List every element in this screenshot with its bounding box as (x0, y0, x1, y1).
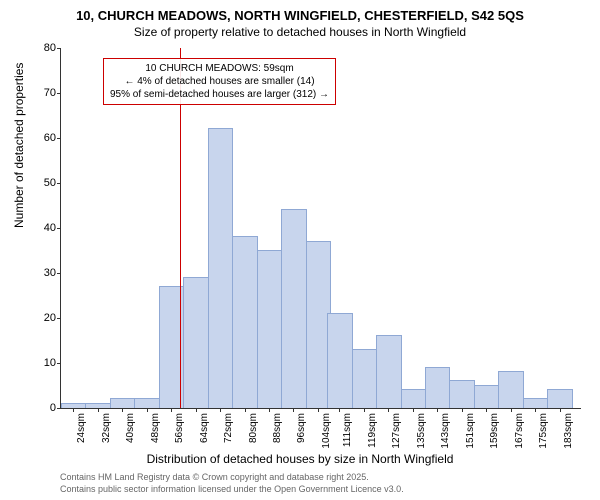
xtick-mark (511, 408, 512, 412)
xtick-mark (98, 408, 99, 412)
chart-subtitle: Size of property relative to detached ho… (0, 25, 600, 39)
xtick-label: 72sqm (223, 413, 234, 443)
chart-container: 10, CHURCH MEADOWS, NORTH WINGFIELD, CHE… (0, 0, 600, 500)
xtick-label: 175sqm (538, 413, 549, 449)
xtick-mark (171, 408, 172, 412)
plot-area: 0102030405060708024sqm32sqm40sqm48sqm56s… (60, 48, 581, 409)
histogram-bar (474, 385, 499, 409)
histogram-bar (281, 209, 306, 408)
histogram-bar (110, 398, 135, 408)
xtick-mark (413, 408, 414, 412)
histogram-bar (425, 367, 450, 409)
xtick-mark (364, 408, 365, 412)
xtick-mark (437, 408, 438, 412)
ytick-mark (57, 273, 61, 274)
y-axis-label: Number of detached properties (12, 63, 26, 228)
ytick-mark (57, 408, 61, 409)
xtick-label: 159sqm (489, 413, 500, 449)
footer-line-2: Contains public sector information licen… (60, 484, 404, 494)
xtick-label: 135sqm (416, 413, 427, 449)
ytick-label: 30 (26, 267, 56, 279)
ytick-mark (57, 138, 61, 139)
xtick-label: 119sqm (367, 413, 378, 448)
xtick-mark (462, 408, 463, 412)
ytick-label: 60 (26, 132, 56, 144)
ytick-mark (57, 363, 61, 364)
ytick-mark (57, 228, 61, 229)
ytick-label: 40 (26, 222, 56, 234)
xtick-label: 183sqm (563, 413, 574, 449)
xtick-label: 56sqm (174, 413, 185, 443)
ytick-mark (57, 93, 61, 94)
ytick-mark (57, 318, 61, 319)
xtick-label: 32sqm (101, 413, 112, 443)
xtick-label: 111sqm (342, 413, 353, 447)
footer-line-1: Contains HM Land Registry data © Crown c… (60, 472, 369, 482)
xtick-mark (122, 408, 123, 412)
xtick-mark (560, 408, 561, 412)
xtick-mark (245, 408, 246, 412)
xtick-mark (196, 408, 197, 412)
xtick-mark (388, 408, 389, 412)
xtick-mark (147, 408, 148, 412)
ytick-label: 0 (26, 402, 56, 414)
histogram-bar (376, 335, 401, 408)
xtick-label: 143sqm (440, 413, 451, 449)
xtick-label: 88sqm (272, 413, 283, 443)
xtick-label: 40sqm (125, 413, 136, 443)
x-axis-label: Distribution of detached houses by size … (0, 452, 600, 466)
chart-title: 10, CHURCH MEADOWS, NORTH WINGFIELD, CHE… (0, 8, 600, 23)
xtick-label: 48sqm (150, 413, 161, 443)
annotation-line-1: 10 CHURCH MEADOWS: 59sqm (110, 62, 329, 75)
xtick-label: 80sqm (248, 413, 259, 443)
histogram-bar (401, 389, 426, 408)
ytick-label: 10 (26, 357, 56, 369)
xtick-mark (535, 408, 536, 412)
xtick-label: 167sqm (514, 413, 525, 449)
histogram-bar (327, 313, 352, 409)
xtick-mark (220, 408, 221, 412)
xtick-label: 151sqm (465, 413, 476, 449)
histogram-bar (134, 398, 159, 408)
histogram-bar (352, 349, 377, 409)
histogram-bar (232, 236, 257, 408)
histogram-bar (449, 380, 474, 408)
ytick-label: 50 (26, 177, 56, 189)
ytick-mark (57, 48, 61, 49)
ytick-label: 20 (26, 312, 56, 324)
ytick-label: 80 (26, 42, 56, 54)
histogram-bar (208, 128, 233, 408)
annotation-line-2: ← 4% of detached houses are smaller (14) (110, 75, 329, 88)
histogram-bar (547, 389, 572, 408)
xtick-mark (73, 408, 74, 412)
xtick-mark (318, 408, 319, 412)
histogram-bar (498, 371, 523, 408)
histogram-bar (523, 398, 548, 408)
xtick-mark (486, 408, 487, 412)
ytick-mark (57, 183, 61, 184)
histogram-bar (183, 277, 208, 409)
xtick-label: 127sqm (391, 413, 402, 449)
ytick-label: 70 (26, 87, 56, 99)
xtick-mark (269, 408, 270, 412)
xtick-label: 104sqm (321, 413, 332, 449)
xtick-label: 96sqm (296, 413, 307, 443)
xtick-label: 64sqm (199, 413, 210, 443)
annotation-box: 10 CHURCH MEADOWS: 59sqm← 4% of detached… (103, 58, 336, 105)
annotation-line-3: 95% of semi-detached houses are larger (… (110, 88, 329, 101)
xtick-mark (293, 408, 294, 412)
xtick-label: 24sqm (76, 413, 87, 443)
xtick-mark (339, 408, 340, 412)
histogram-bar (257, 250, 282, 409)
